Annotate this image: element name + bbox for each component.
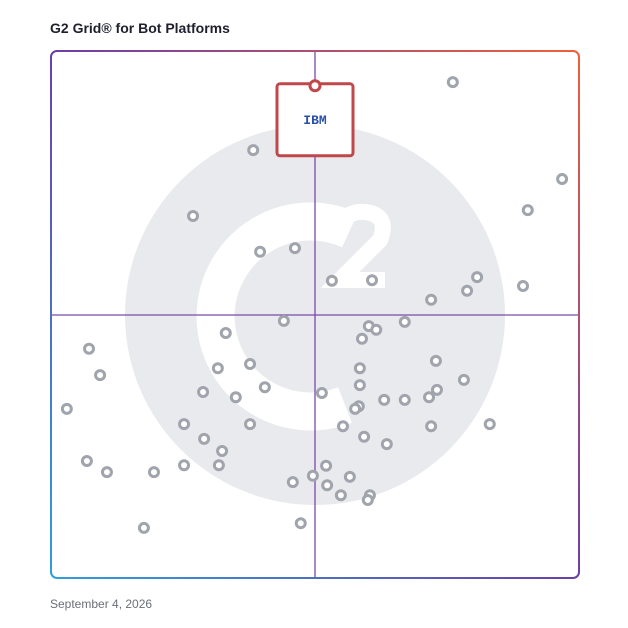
product-point <box>94 369 107 382</box>
watermark-logo <box>196 202 358 431</box>
product-point <box>446 76 459 89</box>
product-point <box>212 459 225 472</box>
product-point <box>247 144 260 157</box>
product-point <box>361 494 374 507</box>
product-point <box>461 284 474 297</box>
product-point <box>483 418 496 431</box>
product-point <box>315 387 328 400</box>
product-point <box>197 385 210 398</box>
highlight-label: IBM <box>303 113 327 128</box>
product-point <box>187 209 200 222</box>
product-point <box>353 362 366 375</box>
product-point <box>471 271 484 284</box>
watermark-logo <box>320 203 391 288</box>
product-point <box>343 470 356 483</box>
product-point <box>244 418 257 431</box>
product-point <box>325 274 338 287</box>
product-point <box>294 517 307 530</box>
product-point <box>353 379 366 392</box>
product-point <box>378 393 391 406</box>
product-point <box>277 314 290 327</box>
product-point <box>254 245 267 258</box>
product-point <box>334 489 347 502</box>
product-point <box>83 342 96 355</box>
product-point <box>321 479 334 492</box>
product-point <box>521 204 534 217</box>
product-point <box>336 420 349 433</box>
date: September 4, 2026 <box>50 597 153 611</box>
product-point <box>320 459 333 472</box>
product-point <box>286 476 299 489</box>
product-point <box>100 466 113 479</box>
product-point <box>244 358 257 371</box>
product-point <box>288 242 301 255</box>
product-point <box>216 444 229 457</box>
product-point <box>229 391 242 404</box>
product-point <box>457 373 470 386</box>
product-point <box>147 466 160 479</box>
product-point <box>429 354 442 367</box>
product-point <box>425 293 438 306</box>
product-point <box>358 430 371 443</box>
product-point <box>306 469 319 482</box>
product-point <box>556 173 569 186</box>
product-point <box>258 381 271 394</box>
product-point <box>366 274 379 287</box>
highlight-point <box>308 79 322 93</box>
product-point <box>60 402 73 415</box>
product-point <box>425 420 438 433</box>
product-point <box>219 326 232 339</box>
product-point <box>423 391 436 404</box>
product-point <box>80 455 93 468</box>
product-point <box>430 383 443 396</box>
product-point <box>355 332 368 345</box>
grid-frame <box>50 50 580 579</box>
product-point <box>398 393 411 406</box>
product-point <box>178 418 191 431</box>
product-point <box>211 362 224 375</box>
product-point <box>398 315 411 328</box>
product-point <box>137 521 150 534</box>
product-point <box>370 323 383 336</box>
product-point <box>198 432 211 445</box>
product-point <box>380 438 393 451</box>
product-point <box>349 402 362 415</box>
product-point <box>178 459 191 472</box>
product-point <box>517 280 530 293</box>
chart-title: G2 Grid® for Bot Platforms <box>50 20 230 36</box>
